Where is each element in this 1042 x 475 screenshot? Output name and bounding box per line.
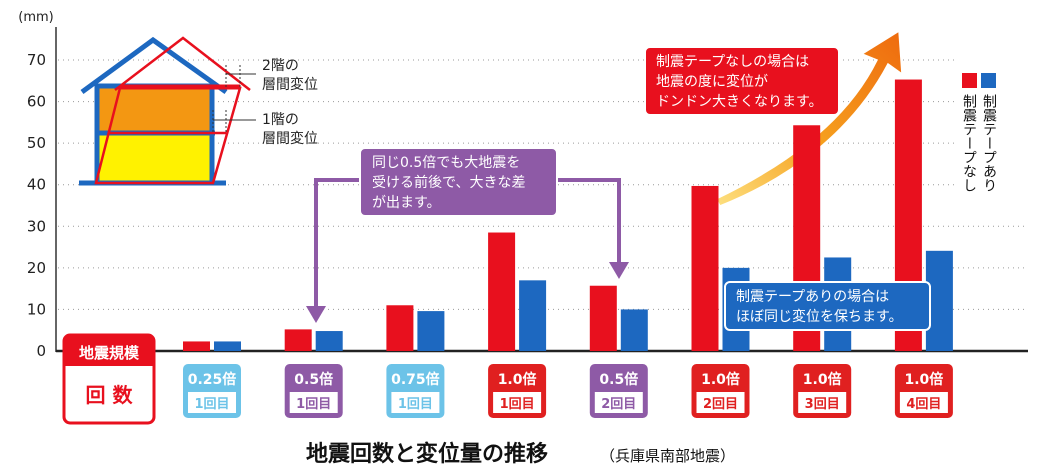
bar-with-tape [315,331,343,351]
category-labels: 0.25倍1回目0.5倍1回目0.75倍1回目1.0倍1回目0.5倍2回目1.0… [183,364,953,418]
y-tick-label: 20 [27,259,46,277]
house-illustration [79,36,256,186]
y-tick-label: 30 [27,217,46,235]
category-scale: 1.0倍 [498,371,537,388]
category-scale: 0.5倍 [294,371,333,388]
category-label: 0.5倍 2回目 [589,364,648,418]
category-count: 1回目 [500,397,535,412]
category-label: 0.25倍 1回目 [183,364,241,418]
category-scale: 0.75倍 [391,371,440,388]
bar-with-tape [214,341,241,351]
category-scale: 1.0倍 [803,371,842,388]
row-header-scale: 地震規模 [79,344,140,362]
bar-no-tape [589,285,617,351]
trend-arrow [714,29,903,207]
y-tick-label: 10 [27,300,46,318]
legend-label-no-tape: 制震テープなし [961,94,977,192]
category-label: 0.75倍 1回目 [386,364,445,418]
bar-with-tape [620,309,648,351]
y-tick-label: 50 [27,134,46,152]
svg-text:制震テープなしの場合は: 制震テープなしの場合は [656,54,809,70]
svg-text:層間変位: 層間変位 [262,76,318,93]
category-count: 1回目 [296,397,331,412]
category-scale: 0.5倍 [599,371,638,388]
category-label: 1.0倍 3回目 [793,364,852,418]
category-count: 4回目 [906,397,941,412]
category-scale: 0.25倍 [188,371,237,388]
category-label: 0.5倍 1回目 [284,364,343,418]
svg-text:ドンドン大きくなります。: ドンドン大きくなります。 [656,94,823,110]
category-scale: 1.0倍 [701,371,740,388]
y-tick-label: 60 [27,93,46,111]
legend: 制震テープなし 制震テープあり [954,58,1026,220]
category-label: 1.0倍 1回目 [488,364,547,418]
svg-text:地震の度に変位が: 地震の度に変位が [656,73,768,90]
category-scale: 1.0倍 [904,371,943,388]
category-label: 1.0倍 4回目 [894,364,953,418]
row-header-count: 回 数 [86,383,134,407]
bar-with-tape [417,311,445,351]
svg-text:層間変位: 層間変位 [262,130,318,147]
bars [183,79,953,351]
svg-text:同じ0.5倍でも大地震を: 同じ0.5倍でも大地震を [372,155,520,171]
house-upper-label: 2階の 層間変位 [262,58,318,93]
svg-text:が出ます。: が出ます。 [372,195,441,211]
row-header: 地震規模 回 数 [62,333,156,425]
legend-swatch-with-tape [981,73,996,88]
house-lower-label: 1階の 層間変位 [262,112,318,147]
blue-callout: 制震テープありの場合は ほぼ同じ変位を保ちます。 [724,281,931,331]
svg-text:2階の: 2階の [262,58,299,74]
category-count: 3回目 [805,397,840,412]
purple-callout: 同じ0.5倍でも大地震を 受ける前後で、大きな差 が出ます。 [306,147,629,323]
legend-swatch-no-tape [962,73,977,88]
svg-text:制震テープありの場合は: 制震テープありの場合は [736,289,889,305]
bar-no-tape [386,305,414,351]
bar-with-tape [519,280,547,351]
category-count: 2回目 [703,397,738,412]
y-axis-label: (mm) [18,10,53,25]
bar-no-tape [691,185,719,351]
svg-text:1階の: 1階の [262,112,299,128]
y-tick-label: 70 [27,51,46,69]
bar-no-tape [284,329,312,351]
legend-label-with-tape: 制震テープあり [981,94,997,192]
category-count: 1回目 [194,397,229,412]
bar-no-tape [183,341,210,351]
category-count: 2回目 [601,397,636,412]
category-count: 1回目 [398,397,433,412]
svg-text:受ける前後で、大きな差: 受ける前後で、大きな差 [372,174,525,191]
y-tick-label: 40 [27,176,46,194]
chart-title: 地震回数と変位量の推移 [306,441,548,467]
bar-no-tape [488,232,516,351]
category-label: 1.0倍 2回目 [691,364,750,418]
chart-subtitle: （兵庫県南部地震） [600,447,735,465]
red-callout: 制震テープなしの場合は 地震の度に変位が ドンドン大きくなります。 [644,46,840,116]
svg-text:ほぼ同じ変位を保ちます。: ほぼ同じ変位を保ちます。 [736,308,903,325]
y-axis-ticks: 0 10 20 30 40 50 60 70 [27,51,46,360]
y-tick-label: 0 [36,342,46,360]
